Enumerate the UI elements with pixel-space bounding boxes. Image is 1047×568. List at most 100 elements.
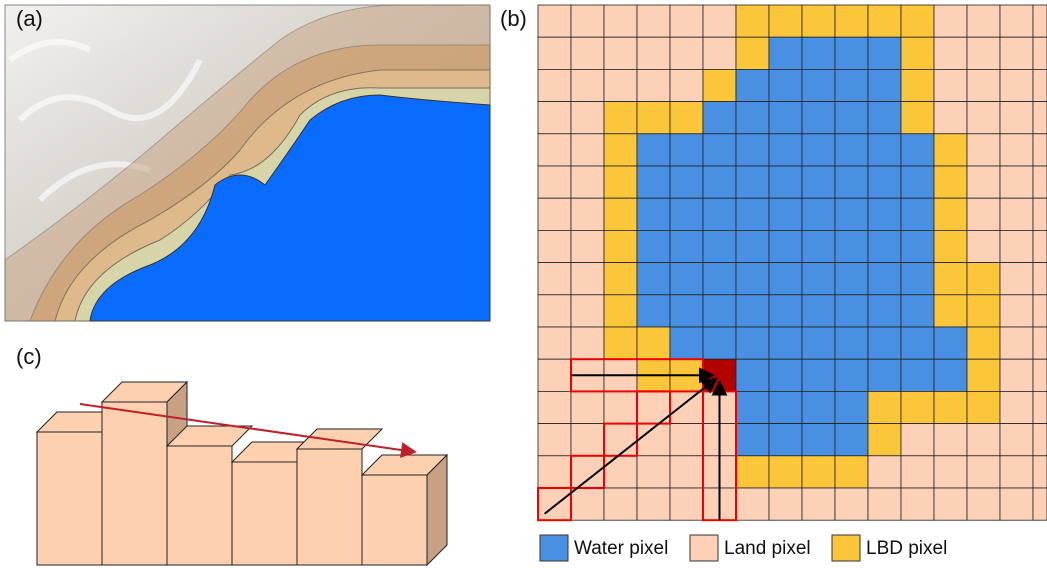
pixel [669, 423, 704, 457]
pixel [933, 455, 968, 489]
pixel [1032, 358, 1047, 392]
pixel [669, 69, 704, 103]
pixel [933, 4, 968, 38]
pixel [702, 4, 737, 38]
pixel [702, 165, 737, 199]
pixel [603, 326, 638, 360]
pixel [999, 133, 1034, 167]
pixel [768, 69, 803, 103]
pixel [735, 197, 770, 231]
pixel [999, 262, 1034, 296]
pixel [801, 165, 836, 199]
pixel [933, 262, 968, 296]
pixel [966, 69, 1001, 103]
pixel [867, 294, 902, 328]
pixel [966, 197, 1001, 231]
pixel [966, 326, 1001, 360]
pixel [537, 165, 572, 199]
pixel [867, 197, 902, 231]
pixel [570, 294, 605, 328]
window [537, 487, 572, 522]
pixel [966, 294, 1001, 328]
pixel [801, 36, 836, 70]
pixel [537, 390, 572, 424]
pixel [603, 4, 638, 38]
pixel [702, 69, 737, 103]
pixel [735, 133, 770, 167]
pixel [801, 390, 836, 424]
pixel [801, 358, 836, 392]
pixel [636, 36, 671, 70]
pixel [702, 133, 737, 167]
pixel [537, 358, 572, 392]
pixel [834, 294, 869, 328]
pixel [1032, 262, 1047, 296]
pixel [867, 487, 902, 521]
pixel [999, 390, 1034, 424]
pixel [636, 455, 671, 489]
pixel [570, 133, 605, 167]
pixel [966, 390, 1001, 424]
pixel [933, 487, 968, 521]
pixel [537, 423, 572, 457]
pixel [768, 390, 803, 424]
pixel [603, 294, 638, 328]
pixel [1032, 101, 1047, 135]
pixel [603, 423, 638, 457]
pixel [669, 165, 704, 199]
legend-label: LBD pixel [866, 538, 947, 559]
pixel [537, 69, 572, 103]
pixel [735, 294, 770, 328]
pixel [900, 455, 935, 489]
pixel [669, 390, 704, 424]
pixel [603, 69, 638, 103]
pixel [999, 487, 1034, 521]
pixel [999, 294, 1034, 328]
pixel [867, 455, 902, 489]
legend-label: Water pixel [574, 538, 668, 559]
pixel [999, 358, 1034, 392]
pixel [636, 4, 671, 38]
pixel [999, 4, 1034, 38]
pixel [702, 294, 737, 328]
pixel [735, 36, 770, 70]
pixel [867, 326, 902, 360]
pixel [702, 229, 737, 263]
pixel [669, 455, 704, 489]
pixel [900, 101, 935, 135]
pixel [966, 229, 1001, 263]
pixel [537, 133, 572, 167]
pixel [537, 4, 572, 38]
pixel [1032, 326, 1047, 360]
pixel [933, 133, 968, 167]
pixel [570, 487, 605, 521]
pixel [834, 262, 869, 296]
pixel [867, 4, 902, 38]
pixel [570, 4, 605, 38]
pixel [933, 197, 968, 231]
pixel [735, 69, 770, 103]
pixel [702, 326, 737, 360]
pixel [801, 455, 836, 489]
pixel [768, 294, 803, 328]
pixel [702, 101, 737, 135]
pixel [933, 294, 968, 328]
pixel [636, 197, 671, 231]
pixel [999, 455, 1034, 489]
pixel [966, 133, 1001, 167]
pixel [801, 4, 836, 38]
pixel [1032, 4, 1047, 38]
pixel [669, 101, 704, 135]
pixel [768, 423, 803, 457]
pixel [966, 423, 1001, 457]
pixel [669, 487, 704, 521]
pixel [867, 262, 902, 296]
pixel [834, 36, 869, 70]
pixel [867, 133, 902, 167]
pixel [570, 390, 605, 424]
pixel [900, 4, 935, 38]
pixel [735, 326, 770, 360]
pixel [999, 423, 1034, 457]
pixel [768, 326, 803, 360]
